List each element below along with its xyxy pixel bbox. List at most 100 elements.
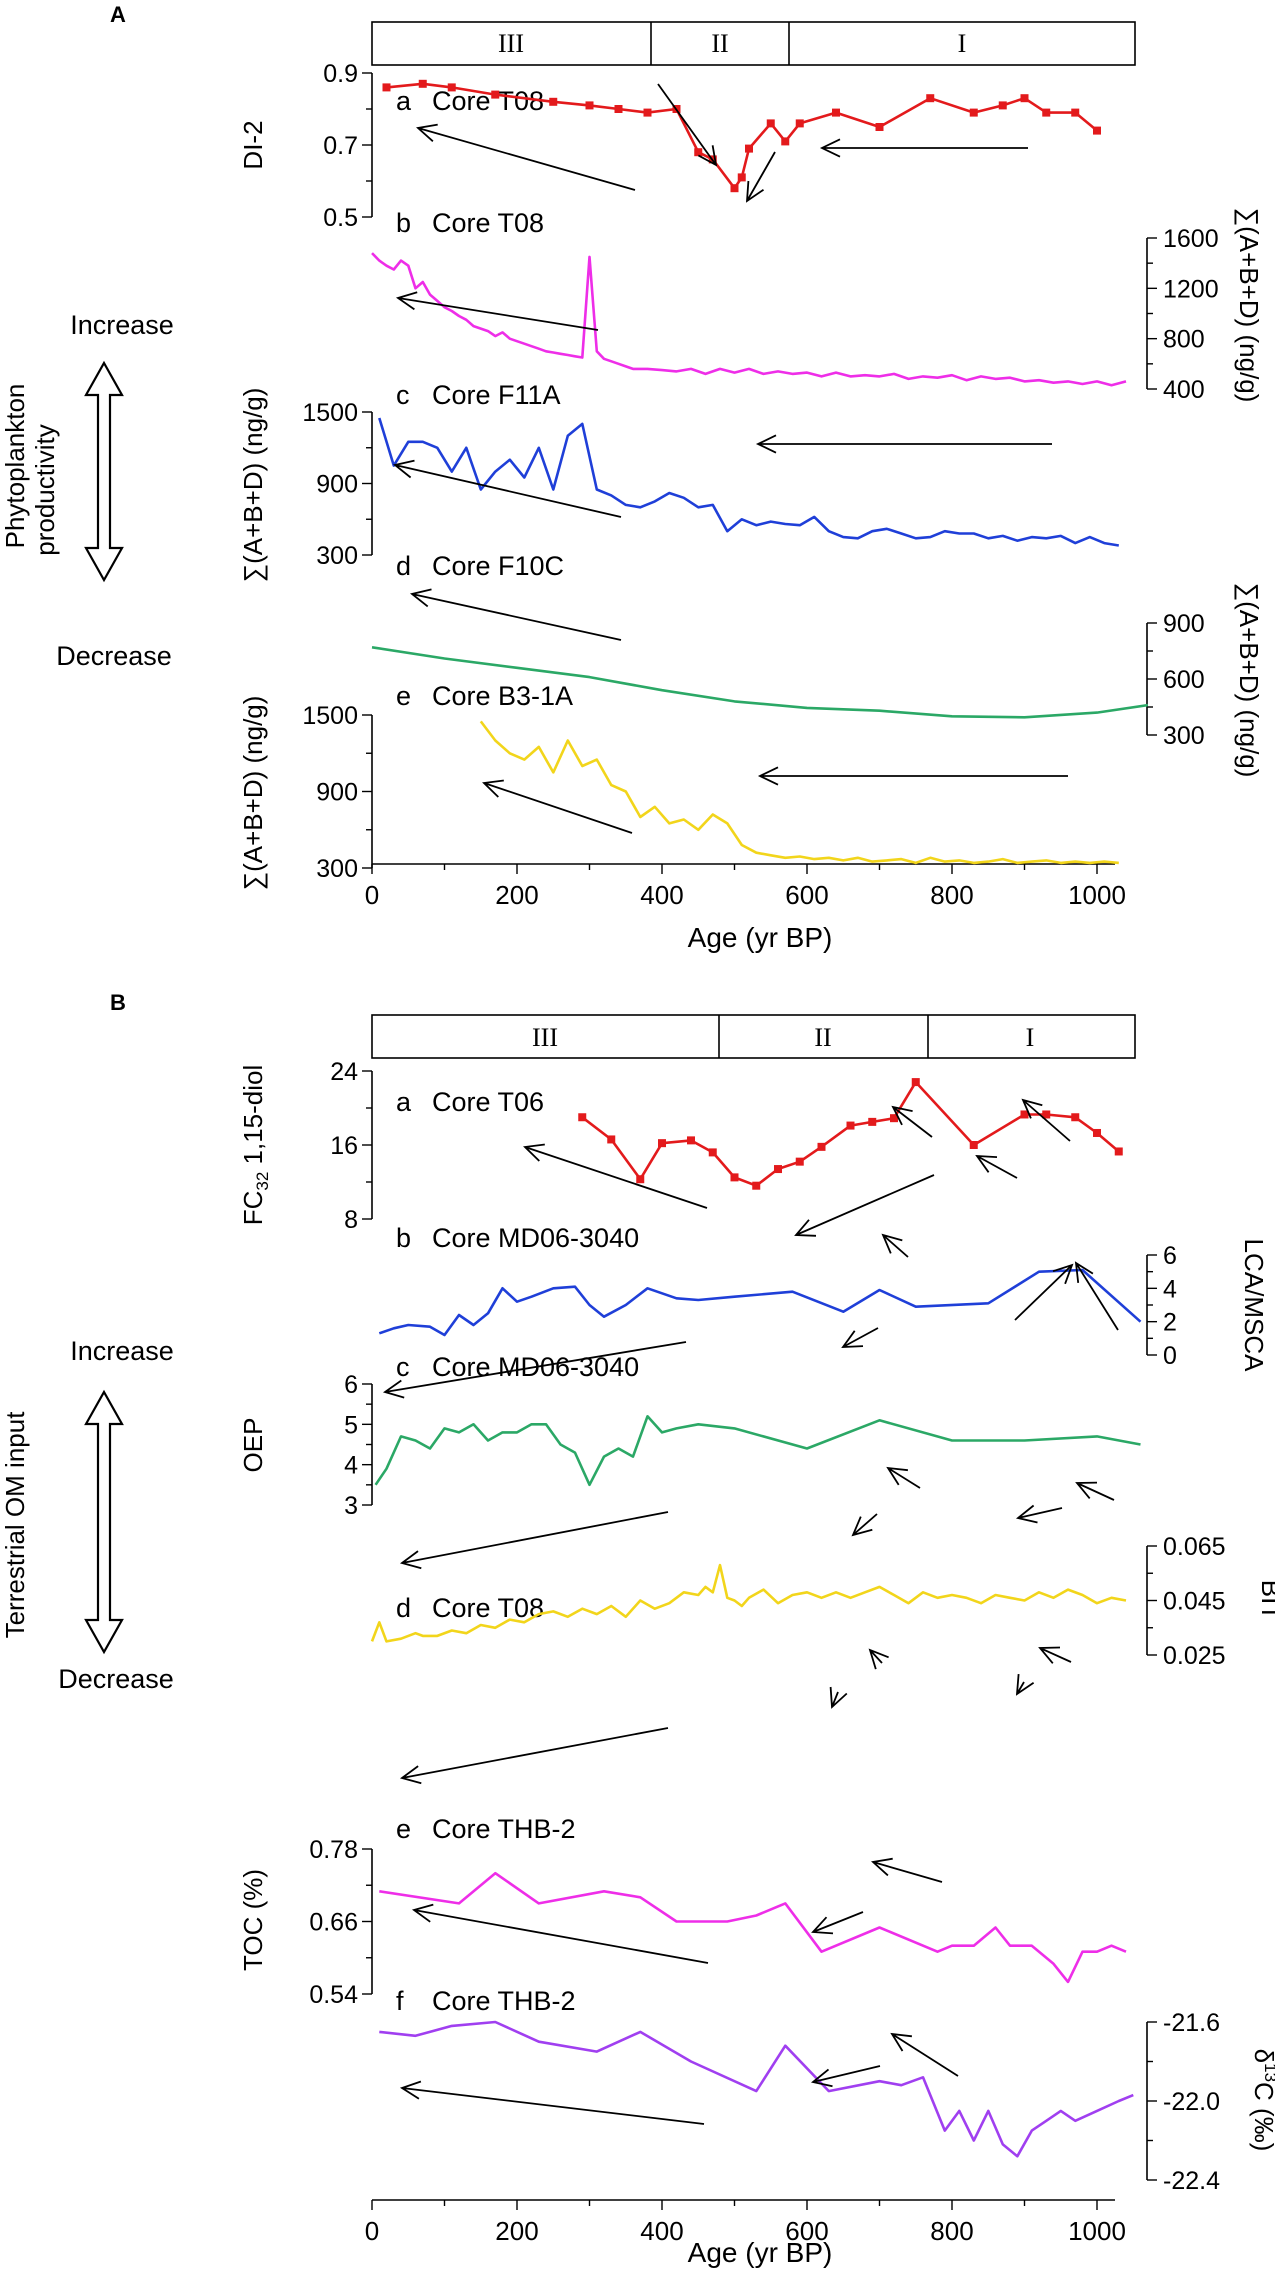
y-axis-title: ∑(A+B+D) (ng/g): [238, 388, 268, 583]
subplot-b-b: 0 2 4 6 b Core MD06-3040 LCA/MSCA: [378, 1223, 1269, 1373]
subplot-a-e: 300 900 1500 e Core B3-1A ∑(A+B+D) (ng/g): [238, 681, 1119, 890]
data-point: [1093, 126, 1101, 135]
trend-arrow: [482, 779, 633, 834]
x-tick-label: 400: [640, 2216, 683, 2246]
trend-arrow: [392, 459, 622, 518]
x-tick-label: 0: [365, 2216, 379, 2246]
subplot-core: Core THB-2: [432, 1814, 576, 1844]
subplot-letter: d: [396, 1593, 411, 1623]
data-point: [737, 173, 746, 182]
trend-arrow: [1038, 1646, 1072, 1664]
trend-arrow: [399, 1511, 669, 1570]
data-point: [752, 1181, 761, 1190]
data-point: [969, 1141, 978, 1149]
y-axis-title: ∑(A+B+D) (ng/g): [1234, 583, 1264, 778]
subplot-core: Core T06: [432, 1087, 544, 1117]
subplot-a-d: 300 600 900 d Core F10C ∑(A+B+D) (ng/g): [371, 551, 1264, 778]
y-tick-label: 4: [1163, 1275, 1177, 1303]
x-tick-label: 1000: [1068, 2216, 1126, 2246]
trend-arrow: [1021, 1098, 1071, 1142]
trend-arrow: [411, 1903, 709, 1964]
y-axis-title: ∑(A+B+D) (ng/g): [1234, 208, 1264, 403]
subplot-letter: e: [396, 1814, 411, 1844]
trend-arrow: [1015, 1674, 1035, 1696]
data-point: [832, 108, 840, 117]
data-series-line: [378, 1268, 1142, 1337]
decrease-label-b: Decrease: [58, 1664, 174, 1694]
trend-arrows: [382, 83, 1119, 2125]
y-tick-label: 400: [1163, 376, 1205, 404]
y-tick-label: 0.025: [1163, 1642, 1226, 1670]
y-axis-title: LCA/MSCA: [1239, 1239, 1269, 1373]
decrease-label-a: Decrease: [56, 641, 172, 671]
y-tick-label: -22.4: [1163, 2167, 1220, 2195]
data-point: [607, 1135, 616, 1144]
y-tick-label: 4: [344, 1452, 358, 1480]
data-point: [1114, 1147, 1123, 1156]
trend-arrow: [841, 1327, 879, 1348]
data-point: [846, 1121, 855, 1130]
y-tick-label: 16: [330, 1132, 358, 1160]
x-tick-label: 200: [495, 2216, 538, 2246]
data-point: [636, 1175, 645, 1184]
data-point: [817, 1142, 826, 1151]
panel-b-label: B: [110, 990, 126, 1015]
y-tick-label: 0.5: [323, 204, 358, 232]
y-tick-label: 3: [344, 1492, 358, 1520]
data-point: [614, 105, 623, 113]
trend-arrow: [881, 1233, 909, 1258]
data-point: [1042, 1110, 1051, 1119]
subplot-a-c: 300 900 1500 c Core F11A ∑(A+B+D) (ng/g): [238, 380, 1120, 583]
data-point: [781, 137, 790, 146]
x-tick-label: 800: [930, 2216, 973, 2246]
data-series-line: [581, 1080, 1120, 1187]
zone-b-i: I: [1026, 1023, 1035, 1052]
data-point: [1071, 1113, 1080, 1122]
data-point: [766, 119, 775, 128]
data-point: [868, 1117, 877, 1126]
zone-a-ii: II: [711, 29, 728, 58]
zone-b-iii: III: [532, 1023, 558, 1052]
trend-arrow: [975, 1154, 1018, 1179]
data-series-line: [371, 252, 1127, 387]
y-tick-label: 800: [1163, 326, 1205, 354]
y-tick-label: 1500: [302, 702, 358, 730]
subplot-b-d: 0.025 0.045 0.065 d Core T08 BIT: [370, 1533, 1275, 1670]
data-point: [1020, 1110, 1029, 1119]
double-arrow-a: [84, 360, 124, 583]
trend-arrow: [382, 1341, 687, 1399]
y-tick-label: 900: [316, 779, 358, 807]
subplot-letter: c: [396, 1352, 410, 1382]
data-point: [585, 101, 594, 110]
zone-bar-b: [371, 1014, 1136, 1059]
y-tick-label: 300: [316, 855, 358, 883]
y-axis-title: OEP: [238, 1418, 268, 1473]
subplot-core: Core THB-2: [432, 1986, 576, 2016]
y-axis-title: δ13C (‰): [1249, 2049, 1275, 2152]
trend-arrow: [395, 291, 599, 331]
y-tick-label: 0.54: [309, 1981, 358, 2009]
subplot-core: Core B3-1A: [432, 681, 573, 711]
zone-a-iii: III: [498, 29, 524, 58]
data-point: [1071, 108, 1080, 117]
x-tick-label: 800: [930, 880, 973, 910]
trend-arrow: [851, 1513, 878, 1537]
data-point: [911, 1078, 920, 1087]
x-tick-label: 0: [365, 880, 379, 910]
subplot-b-f: -22.4 -22.0 -21.6 f Core THB-2 δ13C (‰): [379, 1986, 1275, 2195]
x-ticks-b: 0 200 400 600 800 1000: [365, 2200, 1126, 2246]
data-point: [875, 123, 884, 131]
trend-arrow: [399, 1727, 669, 1785]
y-tick-label: -21.6: [1163, 2009, 1220, 2037]
trend-arrow: [868, 1648, 889, 1670]
data-point: [730, 184, 739, 193]
trend-arrow: [523, 1143, 708, 1209]
double-arrow-b: [84, 1389, 124, 1655]
data-point: [1093, 1128, 1101, 1137]
trend-arrow: [1074, 1261, 1119, 1331]
trend-arrow: [757, 766, 1068, 786]
y-tick-label: 8: [344, 1206, 358, 1234]
y-tick-label: 300: [316, 542, 358, 570]
